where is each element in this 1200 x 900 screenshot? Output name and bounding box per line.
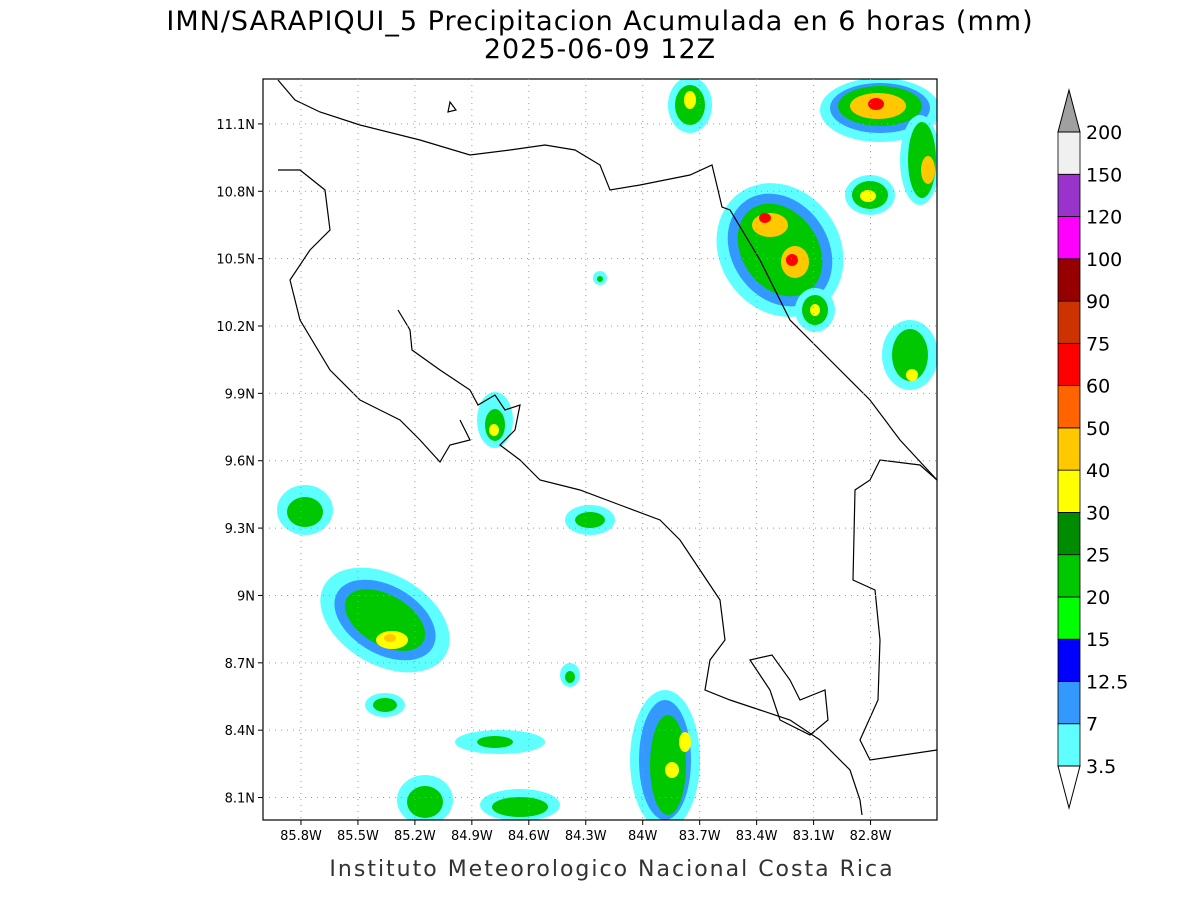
colorbar-swatch <box>1057 469 1081 513</box>
colorbar-label: 150 <box>1086 164 1122 186</box>
x-tick-label: 85.5W <box>337 829 379 844</box>
colorbar-label: 100 <box>1086 249 1122 271</box>
y-tick-label: 8.1N <box>225 792 255 807</box>
rain-cell <box>882 320 937 390</box>
colorbar-swatch <box>1057 723 1081 767</box>
y-tick-label: 8.4N <box>225 724 255 739</box>
subtitle: 2025-06-09 12Z <box>484 34 716 65</box>
colorbar-swatch <box>1057 216 1081 260</box>
rain-cell <box>565 505 615 535</box>
colorbar-swatch <box>1057 385 1081 429</box>
rain-cell <box>900 115 937 205</box>
x-tick-label: 84W <box>628 829 658 844</box>
colorbar-swatch <box>1057 258 1081 302</box>
rain-cell <box>630 690 700 820</box>
precipitation-field <box>277 79 937 820</box>
x-tick-label: 83.7W <box>679 829 721 844</box>
y-tick-label: 9.9N <box>225 387 255 402</box>
y-tick-label: 8.7N <box>225 657 255 672</box>
colorbar-label: 12.5 <box>1086 671 1128 693</box>
colorbar-swatch <box>1057 681 1081 725</box>
title: IMN/SARAPIQUI_5 Precipitacion Acumulada … <box>166 6 1033 37</box>
x-tick-label: 83.1W <box>793 829 835 844</box>
y-tick-label: 10.8N <box>216 185 255 200</box>
rain-cell <box>277 485 333 535</box>
colorbar-label: 30 <box>1086 502 1110 524</box>
x-tick-label: 85.2W <box>394 829 436 844</box>
map-frame <box>262 78 938 821</box>
colorbar-swatch <box>1057 131 1081 175</box>
rain-cell <box>477 392 513 448</box>
rain-cell <box>397 730 560 820</box>
colorbar-swatch <box>1057 342 1081 387</box>
x-tick-label: 82.8W <box>850 829 892 844</box>
colorbar-swatch <box>1057 554 1081 598</box>
coastline <box>277 79 937 816</box>
colorbar-swatch <box>1057 638 1081 682</box>
colorbar-label: 15 <box>1086 629 1110 651</box>
colorbar-label: 40 <box>1086 460 1110 482</box>
colorbar-label: 25 <box>1086 545 1110 567</box>
colorbar-over <box>1057 88 1081 133</box>
x-tick-label: 85.8W <box>280 829 322 844</box>
x-tick-label: 84.9W <box>451 829 493 844</box>
rain-cell <box>668 79 712 133</box>
rain-cell <box>365 271 607 717</box>
colorbar-label: 7 <box>1086 714 1098 736</box>
colorbar-under <box>1057 765 1081 810</box>
y-tick-label: 9.6N <box>225 455 255 470</box>
x-tick-label: 83.4W <box>736 829 778 844</box>
colorbar-swatch <box>1057 427 1081 471</box>
colorbar-swatch <box>1057 173 1081 217</box>
x-tick-label: 84.6W <box>508 829 550 844</box>
colorbar-label: 20 <box>1086 587 1110 609</box>
rain-cell <box>716 183 844 317</box>
colorbar-label: 200 <box>1086 122 1122 144</box>
x-tick-label: 84.3W <box>565 829 607 844</box>
colorbar-label: 60 <box>1086 376 1110 398</box>
colorbar-swatch <box>1057 300 1081 344</box>
rain-cell <box>795 288 835 332</box>
rain-cell <box>820 79 937 142</box>
colorbar-swatch <box>1057 512 1081 556</box>
colorbar-label: 50 <box>1086 418 1110 440</box>
colorbar-label: 90 <box>1086 291 1110 313</box>
rain-cell <box>845 175 895 215</box>
y-tick-label: 10.2N <box>216 320 255 335</box>
colorbar-label: 3.5 <box>1086 756 1116 778</box>
colorbar-swatch <box>1057 596 1081 640</box>
y-tick-label: 11.1N <box>216 118 255 133</box>
rain-cell <box>320 567 450 673</box>
footer: Instituto Meteorologico Nacional Costa R… <box>329 857 894 882</box>
y-tick-label: 10.5N <box>216 253 255 268</box>
colorbar-label: 75 <box>1086 333 1110 355</box>
y-tick-label: 9.3N <box>225 522 255 537</box>
y-tick-label: 9N <box>237 589 255 604</box>
colorbar-label: 120 <box>1086 207 1122 229</box>
